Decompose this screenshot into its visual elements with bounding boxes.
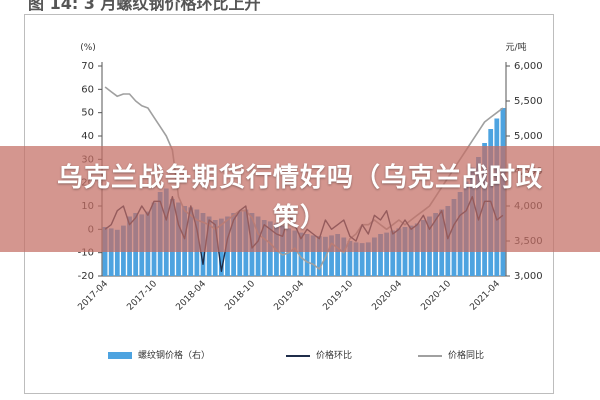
chart-legend: 螺纹钢价格（右） 价格环比 价格同比 [100,346,540,364]
right-tick-label: 5,500 [514,96,543,107]
legend-swatch-yoy [418,354,442,357]
legend-label-yoy: 价格同比 [448,351,485,361]
right-tick-label: 3,000 [514,271,543,282]
title-banner [0,146,600,252]
price-bar [365,242,371,276]
right-axis-unit: 元/吨 [505,41,526,53]
legend-item-yoy: 价格同比 [418,348,484,361]
legend-label-price: 螺纹钢价格（右） [138,351,211,361]
price-bar [372,237,377,276]
legend-swatch-mom [286,354,310,357]
left-tick-label: 50 [81,108,94,119]
price-bar [359,243,365,276]
price-bar [390,230,396,276]
legend-item-mom: 价格环比 [286,348,352,361]
x-tick-label: 2019-04 [272,279,306,313]
price-bar [310,235,316,276]
price-bar [316,236,322,276]
left-tick-label: 60 [81,84,94,95]
legend-item-price: 螺纹钢价格（右） [108,348,210,361]
left-tick-label: -10 [78,248,94,259]
right-tick-label: 6,000 [514,61,543,72]
price-bar [298,232,304,276]
price-bar [329,235,334,276]
x-tick-label: 2020-10 [419,279,453,313]
left-tick-label: 40 [81,131,94,142]
x-tick-label: 2020-04 [370,279,404,313]
price-bar [396,228,402,276]
right-tick-label: 5,000 [514,131,543,142]
left-tick-label: 70 [81,61,94,72]
x-tick-label: 2017-04 [76,279,110,313]
legend-label-mom: 价格环比 [316,351,353,361]
price-bar [335,234,341,276]
price-bar [304,234,310,276]
x-tick-label: 2019-10 [321,279,355,313]
price-bar [108,228,114,276]
price-bar [353,242,359,276]
x-tick-label: 2021-04 [468,279,502,313]
left-tick-label: -20 [78,271,94,282]
left-axis-unit: (%) [80,43,96,53]
legend-swatch-bar [108,352,132,359]
x-tick-label: 2018-04 [174,279,208,313]
price-bar [292,230,298,276]
price-bar [341,237,347,276]
x-tick-label: 2018-10 [223,279,257,313]
price-bar [378,234,383,276]
price-bar [384,232,390,276]
banner-title: 乌克兰战争期货行情好吗（乌克兰战时政策） [56,163,543,233]
price-bar [114,229,120,276]
x-tick-label: 2017-10 [125,279,159,313]
figure-title: 图 14: 3 月螺纹钢价格环比上升 [28,0,261,12]
price-bar [347,241,353,276]
